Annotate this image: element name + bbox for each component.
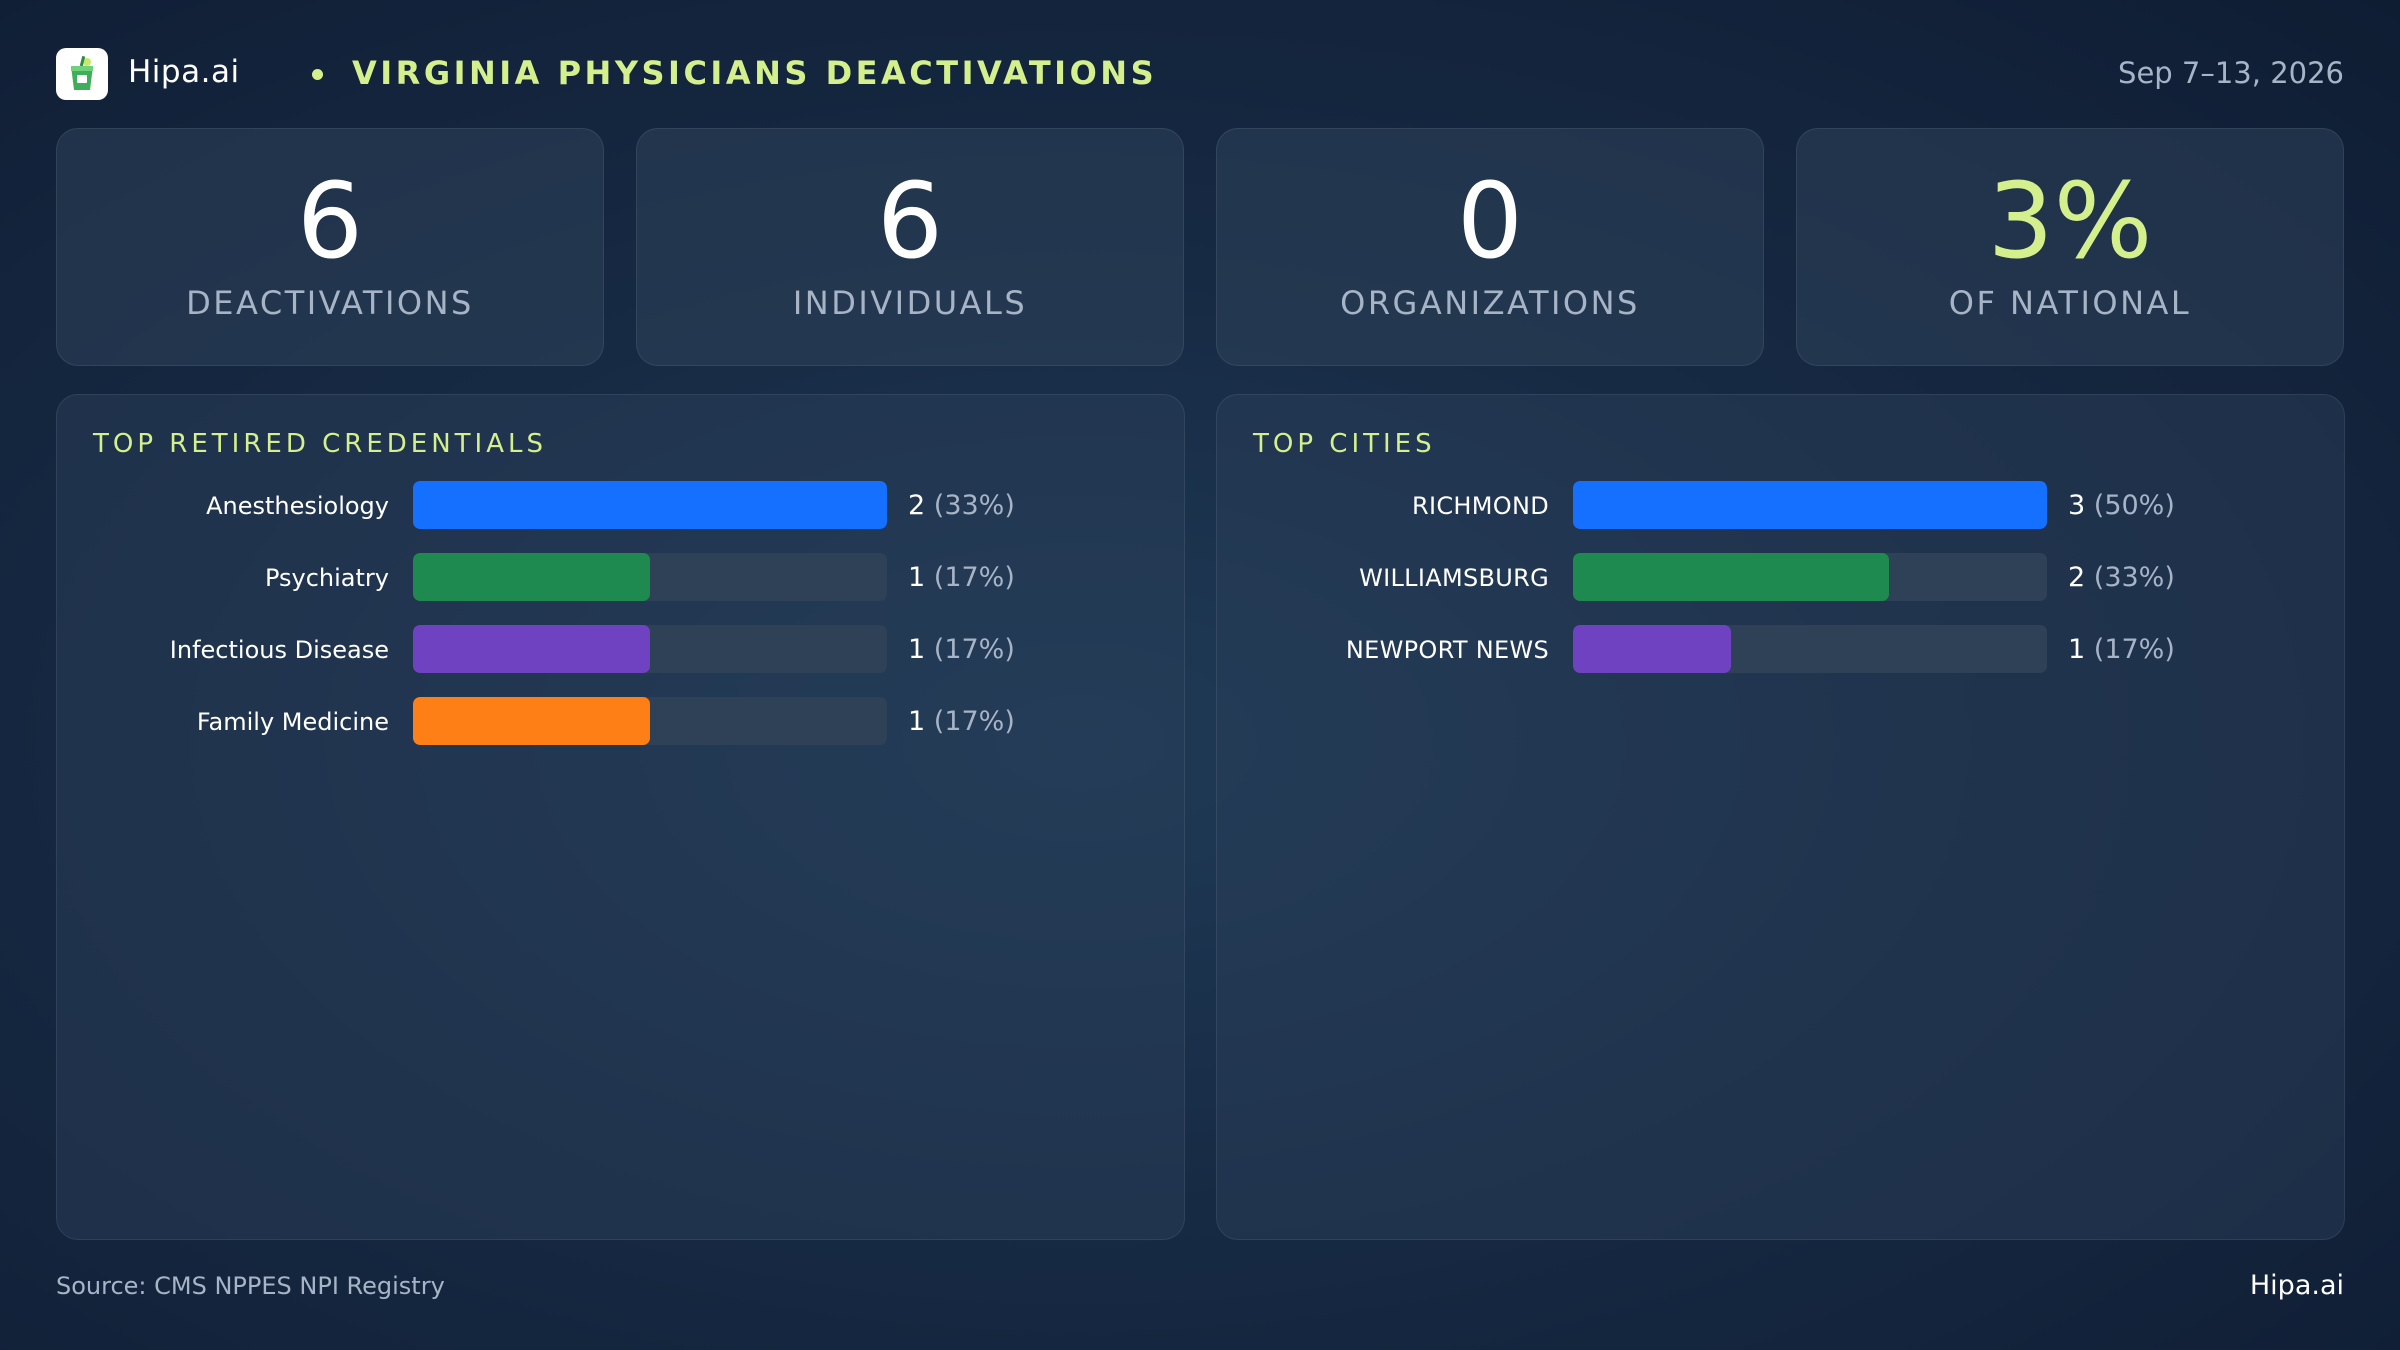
kpi-label: ORGANIZATIONS — [1340, 284, 1640, 322]
credentials-panel: TOP RETIRED CREDENTIALS Anesthesiology 2 … — [56, 394, 1185, 1240]
bar-label: NEWPORT NEWS — [1345, 636, 1549, 664]
bar-track — [413, 553, 887, 601]
header: Hipa.ai VIRGINIA PHYSICIANS DEACTIVATION… — [56, 46, 2344, 102]
bar-value-label: 2 (33%) — [908, 490, 1015, 521]
bar-value-label: 1 (17%) — [908, 706, 1015, 737]
bar — [1573, 625, 1731, 673]
kpi-label: OF NATIONAL — [1948, 284, 2192, 322]
bar-track — [413, 697, 887, 745]
bar-track — [413, 625, 887, 673]
bar-value-label: 1 (17%) — [908, 562, 1015, 593]
bar-value-label: 1 (17%) — [2068, 634, 2175, 665]
bar — [413, 625, 650, 673]
bar — [1573, 481, 2047, 529]
bar-count: 1 — [908, 706, 926, 737]
footer-brand: Hipa.ai — [2249, 1270, 2344, 1301]
bar-percent: (50%) — [2093, 490, 2175, 521]
bar-count: 3 — [2068, 490, 2086, 521]
bar-label: Infectious Disease — [169, 636, 389, 664]
bar-row: Psychiatry 1 (17%) — [57, 553, 1184, 603]
bar-track — [1573, 481, 2047, 529]
bar-label: WILLIAMSBURG — [1359, 564, 1549, 592]
bar-count: 1 — [908, 634, 926, 665]
bar-row: Family Medicine 1 (17%) — [57, 697, 1184, 747]
bar-percent: (17%) — [933, 562, 1015, 593]
bar-track — [413, 481, 887, 529]
bar-count: 2 — [2068, 562, 2086, 593]
kpi-label: INDIVIDUALS — [792, 284, 1028, 322]
bar-row: RICHMOND 3 (50%) — [1217, 481, 2344, 531]
bar-label: RICHMOND — [1412, 492, 1549, 520]
kpi-value: 6 — [296, 160, 364, 282]
bar-percent: (17%) — [933, 706, 1015, 737]
panel-title: TOP RETIRED CREDENTIALS — [93, 429, 547, 459]
bar-row: Infectious Disease 1 (17%) — [57, 625, 1184, 675]
kpi-individuals: 6 INDIVIDUALS — [636, 128, 1184, 366]
kpi-label: DEACTIVATIONS — [186, 284, 474, 322]
bar-track — [1573, 625, 2047, 673]
kpi-value: 3% — [1987, 160, 2153, 282]
bar — [1573, 553, 1889, 601]
bar-percent: (17%) — [2093, 634, 2175, 665]
bar-percent: (33%) — [2093, 562, 2175, 593]
source-note: Source: CMS NPPES NPI Registry — [56, 1272, 445, 1300]
panel-title: TOP CITIES — [1253, 429, 1436, 459]
drink-cup-icon — [56, 48, 108, 100]
kpi-national-share: 3% OF NATIONAL — [1796, 128, 2344, 366]
bar-label: Family Medicine — [196, 708, 389, 736]
bar — [413, 481, 887, 529]
bar-percent: (17%) — [933, 634, 1015, 665]
bar-label: Psychiatry — [264, 564, 389, 592]
bar-track — [1573, 553, 2047, 601]
bar — [413, 697, 650, 745]
bar-value-label: 1 (17%) — [908, 634, 1015, 665]
bar-row: WILLIAMSBURG 2 (33%) — [1217, 553, 2344, 603]
page-title: VIRGINIA PHYSICIANS DEACTIVATIONS — [352, 54, 1158, 92]
bar-label: Anesthesiology — [206, 492, 389, 520]
brand-name: Hipa.ai — [128, 54, 240, 90]
bar-value-label: 2 (33%) — [2068, 562, 2175, 593]
bar-count: 2 — [908, 490, 926, 521]
kpi-value: 0 — [1456, 160, 1524, 282]
kpi-deactivations: 6 DEACTIVATIONS — [56, 128, 604, 366]
cities-panel: TOP CITIES RICHMOND 3 (50%) WILLIAMSBURG 2 … — [1216, 394, 2345, 1240]
date-range: Sep 7–13, 2026 — [2118, 56, 2344, 90]
bar-count: 1 — [908, 562, 926, 593]
bar-value-label: 3 (50%) — [2068, 490, 2175, 521]
bar-percent: (33%) — [933, 490, 1015, 521]
separator-dot — [312, 69, 323, 80]
kpi-organizations: 0 ORGANIZATIONS — [1216, 128, 1764, 366]
bar-count: 1 — [2068, 634, 2086, 665]
bar-row: NEWPORT NEWS 1 (17%) — [1217, 625, 2344, 675]
bar-row: Anesthesiology 2 (33%) — [57, 481, 1184, 531]
kpi-value: 6 — [876, 160, 944, 282]
bar — [413, 553, 650, 601]
